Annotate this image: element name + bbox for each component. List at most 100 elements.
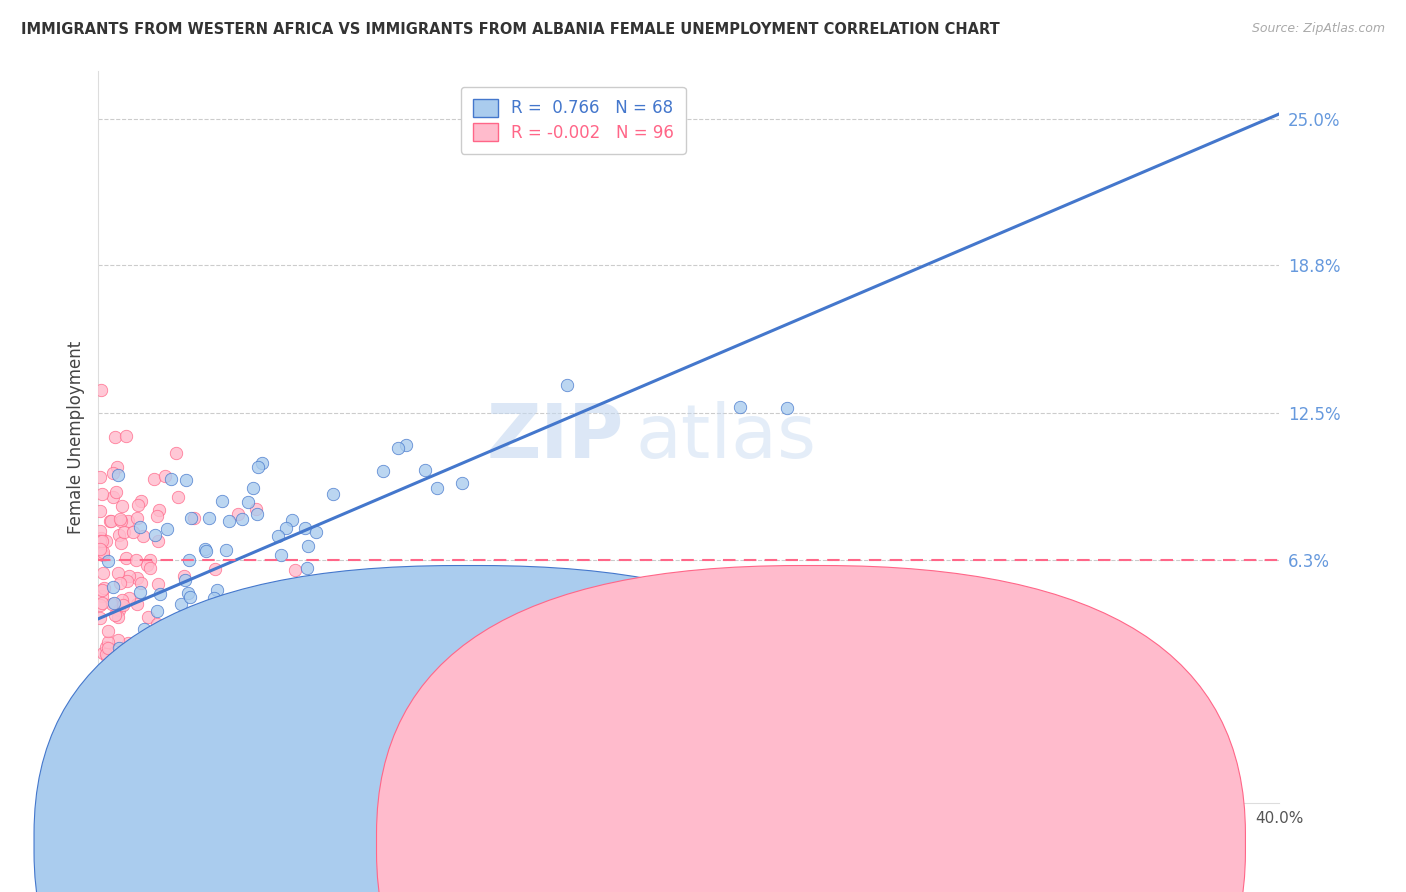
Text: ZIP: ZIP — [486, 401, 624, 474]
Text: atlas: atlas — [636, 401, 817, 474]
Point — [103, 466, 125, 480]
Point — [108, 640, 131, 655]
Point — [91, 548, 114, 562]
Text: Immigrants from Western Africa: Immigrants from Western Africa — [492, 836, 737, 850]
Point — [129, 520, 152, 534]
Point — [148, 503, 170, 517]
Point — [115, 574, 138, 588]
Point — [90, 589, 112, 603]
Point — [211, 595, 233, 609]
Point — [775, 401, 797, 415]
Point — [93, 582, 115, 596]
Point — [91, 646, 114, 660]
Point — [181, 654, 204, 668]
Point — [136, 634, 159, 648]
Point — [89, 470, 111, 484]
Point — [134, 654, 156, 668]
Point — [89, 533, 111, 548]
Point — [240, 602, 263, 616]
Point — [118, 643, 141, 657]
Point — [108, 528, 131, 542]
Point — [105, 459, 128, 474]
Point — [174, 473, 197, 487]
Point — [211, 494, 233, 508]
Point — [426, 482, 449, 496]
Point — [122, 665, 145, 679]
Point — [112, 598, 135, 612]
Point — [112, 524, 135, 539]
Point — [127, 571, 149, 585]
Point — [294, 521, 316, 535]
Point — [118, 695, 141, 709]
Point — [89, 504, 111, 518]
Point — [139, 552, 162, 566]
Point — [167, 620, 190, 634]
Point — [155, 654, 177, 668]
Point — [270, 548, 292, 562]
Point — [167, 490, 190, 504]
Point — [101, 580, 124, 594]
Point — [100, 515, 122, 529]
Point — [250, 456, 273, 470]
Point — [107, 632, 129, 647]
Point — [97, 553, 120, 567]
Point — [249, 608, 271, 623]
Point — [146, 617, 169, 632]
Point — [107, 566, 129, 580]
Legend: R =  0.766   N = 68, R = -0.002   N = 96: R = 0.766 N = 68, R = -0.002 N = 96 — [461, 87, 686, 153]
Point — [94, 647, 117, 661]
Point — [202, 591, 225, 605]
Point — [281, 513, 304, 527]
Point — [160, 472, 183, 486]
Point — [153, 469, 176, 483]
Point — [89, 598, 111, 612]
Point — [274, 521, 297, 535]
Point — [117, 514, 139, 528]
Point — [100, 515, 122, 529]
Point — [110, 514, 132, 528]
Point — [728, 400, 751, 414]
Point — [90, 544, 112, 558]
Point — [115, 429, 138, 443]
Point — [194, 541, 217, 556]
Point — [179, 590, 201, 604]
Point — [97, 635, 120, 649]
Point — [246, 507, 269, 521]
Point — [156, 522, 179, 536]
Point — [180, 511, 202, 525]
Point — [180, 647, 202, 661]
Point — [101, 597, 124, 611]
Point — [150, 648, 173, 662]
Text: Source: ZipAtlas.com: Source: ZipAtlas.com — [1251, 22, 1385, 36]
Point — [215, 542, 238, 557]
Point — [136, 610, 159, 624]
Point — [177, 553, 200, 567]
Point — [104, 607, 127, 622]
Point — [129, 576, 152, 591]
Point — [91, 545, 114, 559]
Point — [110, 576, 132, 591]
Point — [122, 525, 145, 540]
Point — [284, 563, 307, 577]
Point — [97, 624, 120, 638]
Point — [115, 550, 138, 565]
Point — [165, 446, 187, 460]
Point — [267, 529, 290, 543]
Point — [120, 641, 142, 656]
Point — [103, 596, 125, 610]
Point — [107, 468, 129, 483]
Point — [226, 507, 249, 521]
Point — [90, 383, 112, 397]
Point — [90, 583, 112, 598]
Point — [91, 596, 114, 610]
Point — [127, 498, 149, 512]
Point — [89, 524, 111, 538]
Point — [238, 495, 260, 509]
Point — [451, 476, 474, 491]
Point — [273, 638, 295, 652]
Point — [371, 464, 394, 478]
Point — [200, 654, 222, 668]
Point — [387, 442, 409, 456]
Point — [89, 611, 111, 625]
Point — [174, 573, 197, 587]
